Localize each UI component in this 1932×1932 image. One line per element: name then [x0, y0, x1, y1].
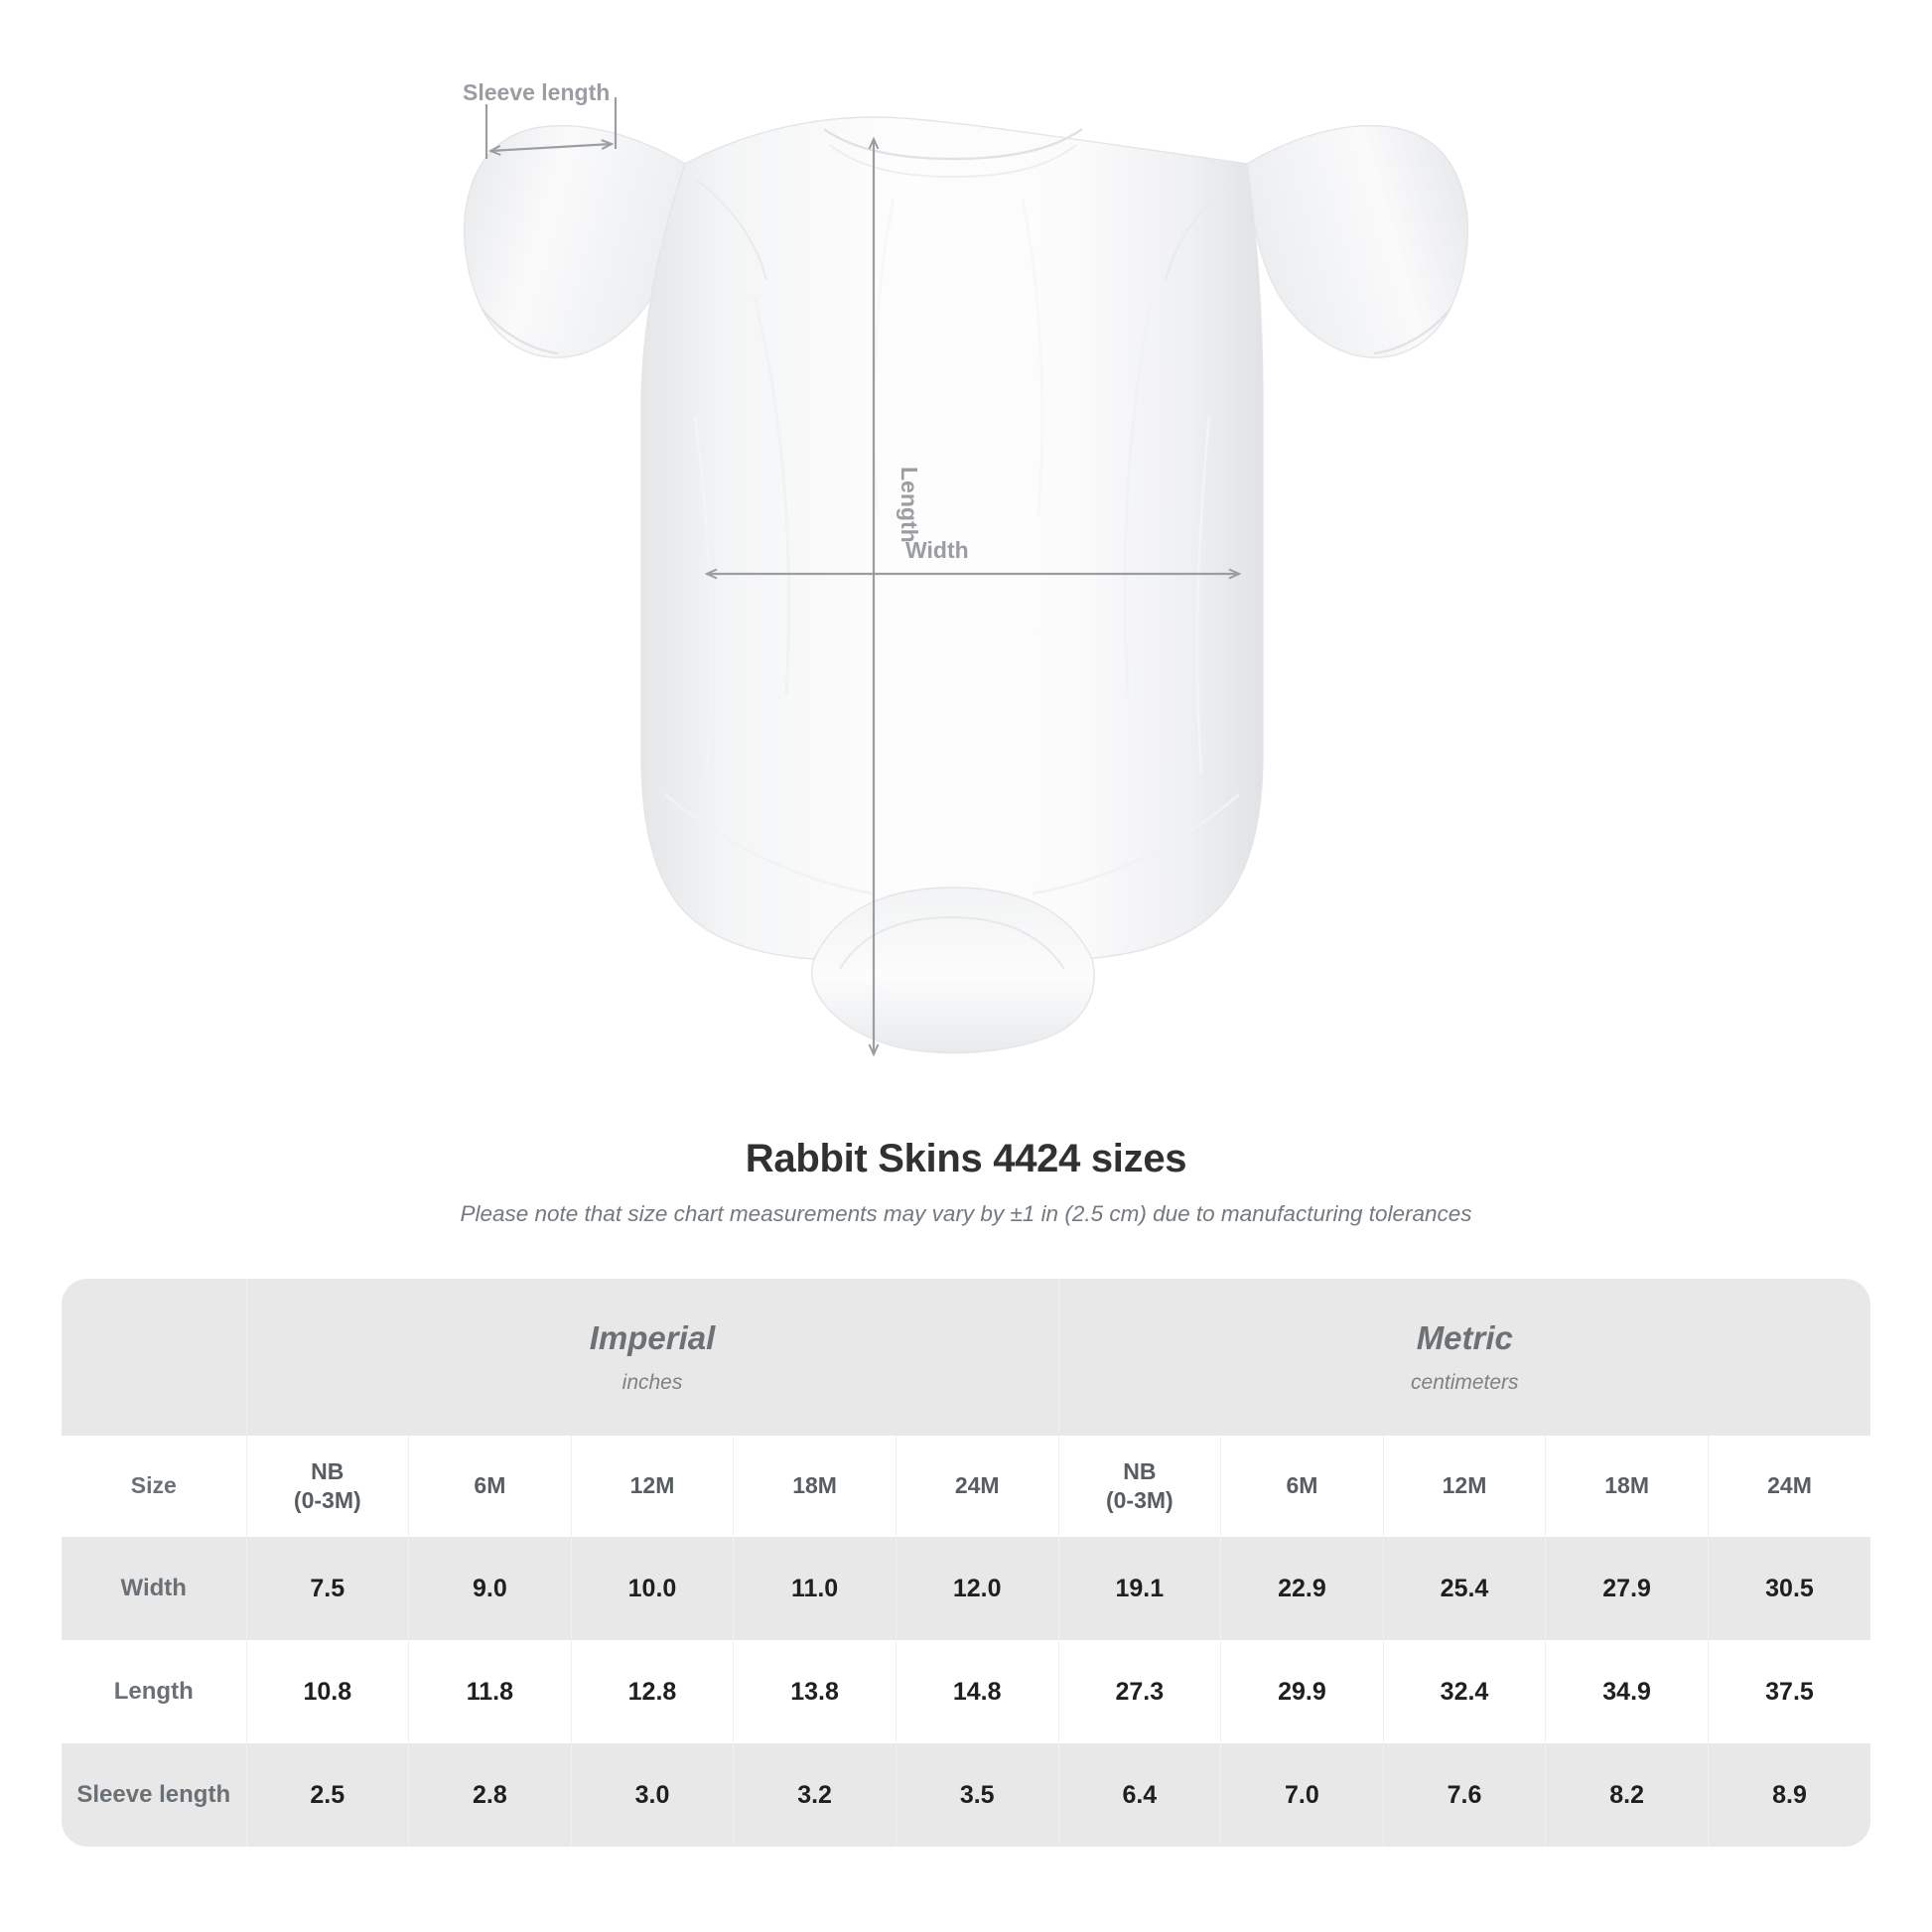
- size-header-row: Size NB (0-3M) 6M 12M 18M 24M NB (0-3M) 6M…: [62, 1436, 1870, 1537]
- cell-length-imperial-18m: 13.8: [733, 1640, 897, 1743]
- unit-spacer-cell: [62, 1279, 247, 1436]
- table-row: Sleeve length 2.5 2.8 3.0 3.2 3.5 6.4 7.…: [62, 1743, 1870, 1847]
- cell-length-metric-6m: 29.9: [1220, 1640, 1384, 1743]
- row-label-sleeve-length: Sleeve length: [62, 1743, 247, 1847]
- size-chart-table: Imperial inches Metric centimeters Size …: [62, 1279, 1870, 1847]
- cell-width-metric-24m: 30.5: [1708, 1537, 1870, 1640]
- sleeve-length-label: Sleeve length: [463, 79, 610, 105]
- cell-sleeve-metric-24m: 8.9: [1708, 1743, 1870, 1847]
- cell-width-imperial-6m: 9.0: [408, 1537, 572, 1640]
- length-annotation: Length: [874, 139, 922, 1054]
- cell-width-metric-18m: 27.9: [1545, 1537, 1709, 1640]
- unit-imperial-cell: Imperial inches: [246, 1279, 1059, 1436]
- garment-shape: [463, 116, 1469, 1054]
- size-chart-table-container: Imperial inches Metric centimeters Size …: [62, 1279, 1870, 1847]
- size-col-imperial-24m: 24M: [896, 1436, 1059, 1537]
- table-row: Width 7.5 9.0 10.0 11.0 12.0 19.1 22.9 2…: [62, 1537, 1870, 1640]
- cell-sleeve-imperial-nb: 2.5: [246, 1743, 410, 1847]
- size-col-metric-24m: 24M: [1708, 1436, 1870, 1537]
- page-subtitle: Please note that size chart measurements…: [460, 1201, 1472, 1226]
- size-header-label: Size: [62, 1436, 247, 1537]
- cell-length-imperial-6m: 11.8: [408, 1640, 572, 1743]
- size-col-imperial-18m: 18M: [733, 1436, 897, 1537]
- size-col-metric-18m: 18M: [1545, 1436, 1709, 1537]
- row-label-length: Length: [62, 1640, 247, 1743]
- cell-width-metric-12m: 25.4: [1383, 1537, 1547, 1640]
- cell-width-imperial-nb: 7.5: [246, 1537, 410, 1640]
- cell-length-metric-18m: 34.9: [1545, 1640, 1709, 1743]
- cell-length-imperial-24m: 14.8: [896, 1640, 1059, 1743]
- cell-sleeve-imperial-18m: 3.2: [733, 1743, 897, 1847]
- cell-width-imperial-18m: 11.0: [733, 1537, 897, 1640]
- cell-sleeve-metric-12m: 7.6: [1383, 1743, 1547, 1847]
- size-col-imperial-6m: 6M: [408, 1436, 572, 1537]
- cell-sleeve-imperial-6m: 2.8: [408, 1743, 572, 1847]
- unit-system-row: Imperial inches Metric centimeters: [62, 1279, 1870, 1436]
- cell-width-imperial-12m: 10.0: [571, 1537, 735, 1640]
- unit-imperial-name: Imperial: [589, 1319, 716, 1356]
- width-annotation: Width: [707, 537, 1239, 574]
- size-col-imperial-12m: 12M: [571, 1436, 735, 1537]
- row-label-width: Width: [62, 1537, 247, 1640]
- cell-length-metric-12m: 32.4: [1383, 1640, 1547, 1743]
- size-col-metric-12m: 12M: [1383, 1436, 1547, 1537]
- unit-metric-sub: centimeters: [1411, 1371, 1519, 1394]
- unit-metric-cell: Metric centimeters: [1058, 1279, 1870, 1436]
- cell-sleeve-metric-18m: 8.2: [1545, 1743, 1709, 1847]
- cell-length-metric-24m: 37.5: [1708, 1640, 1870, 1743]
- unit-metric-name: Metric: [1416, 1319, 1513, 1356]
- sleeve-length-arrow: [490, 144, 612, 151]
- bodysuit-illustration: Sleeve length Length Width: [463, 79, 1469, 1112]
- cell-sleeve-imperial-24m: 3.5: [896, 1743, 1059, 1847]
- cell-length-imperial-nb: 10.8: [246, 1640, 410, 1743]
- sleeve-length-annotation: Sleeve length: [463, 79, 618, 159]
- table-row: Length 10.8 11.8 12.8 13.8 14.8 27.3 29.…: [62, 1640, 1870, 1743]
- cell-width-metric-nb: 19.1: [1058, 1537, 1222, 1640]
- page-title: Rabbit Skins 4424 sizes: [745, 1137, 1187, 1180]
- unit-imperial-sub: inches: [621, 1371, 683, 1394]
- chart-heading: Rabbit Skins 4424 sizes Please note that…: [0, 1137, 1932, 1227]
- cell-length-metric-nb: 27.3: [1058, 1640, 1222, 1743]
- width-label: Width: [905, 537, 969, 563]
- cell-width-metric-6m: 22.9: [1220, 1537, 1384, 1640]
- size-col-metric-6m: 6M: [1220, 1436, 1384, 1537]
- garment-figure: Sleeve length Length Width: [463, 79, 1469, 1112]
- size-col-metric-nb: NB (0-3M): [1058, 1436, 1222, 1537]
- cell-width-imperial-24m: 12.0: [896, 1537, 1059, 1640]
- size-col-imperial-nb: NB (0-3M): [246, 1436, 410, 1537]
- cell-length-imperial-12m: 12.8: [571, 1640, 735, 1743]
- length-label: Length: [897, 467, 922, 543]
- cell-sleeve-imperial-12m: 3.0: [571, 1743, 735, 1847]
- cell-sleeve-metric-nb: 6.4: [1058, 1743, 1222, 1847]
- cell-sleeve-metric-6m: 7.0: [1220, 1743, 1384, 1847]
